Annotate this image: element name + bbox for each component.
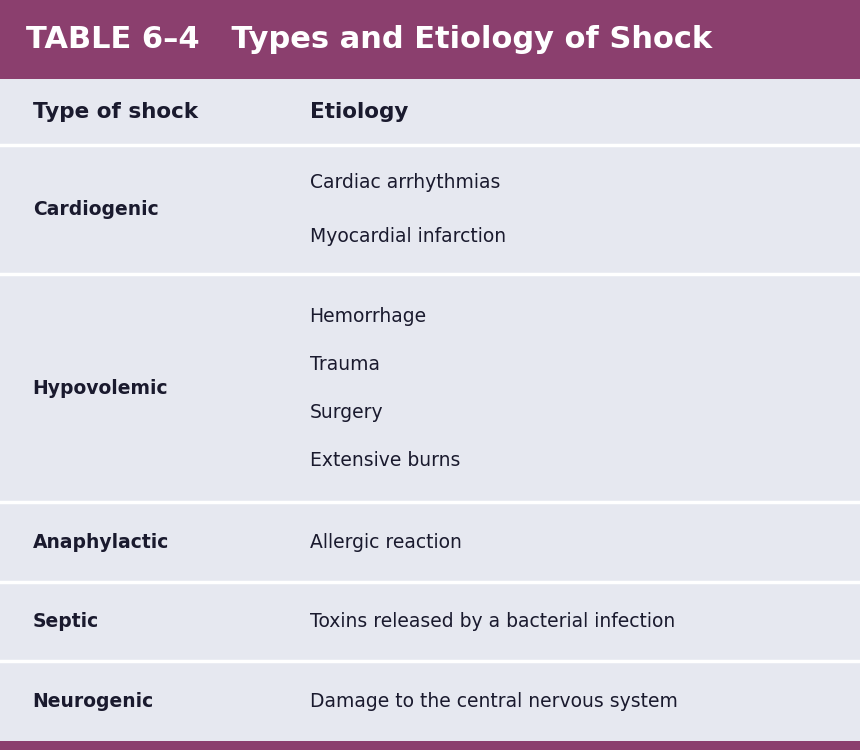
Text: Trauma: Trauma <box>310 355 379 374</box>
Text: Septic: Septic <box>33 612 99 632</box>
Text: Etiology: Etiology <box>310 102 408 122</box>
Text: Damage to the central nervous system: Damage to the central nervous system <box>310 692 678 711</box>
Text: Neurogenic: Neurogenic <box>33 692 154 711</box>
Text: Cardiogenic: Cardiogenic <box>33 200 158 219</box>
Text: Hemorrhage: Hemorrhage <box>310 307 427 326</box>
Text: Hypovolemic: Hypovolemic <box>33 379 169 398</box>
Bar <box>0 0 860 79</box>
Text: Anaphylactic: Anaphylactic <box>33 532 169 552</box>
Text: Allergic reaction: Allergic reaction <box>310 532 462 552</box>
Text: Toxins released by a bacterial infection: Toxins released by a bacterial infection <box>310 612 675 632</box>
Text: Cardiac arrhythmias: Cardiac arrhythmias <box>310 172 500 192</box>
Text: Type of shock: Type of shock <box>33 102 198 122</box>
Text: Extensive burns: Extensive burns <box>310 451 460 470</box>
Text: Surgery: Surgery <box>310 403 384 422</box>
Text: TABLE 6–4   Types and Etiology of Shock: TABLE 6–4 Types and Etiology of Shock <box>26 25 712 54</box>
Text: Myocardial infarction: Myocardial infarction <box>310 227 506 246</box>
Bar <box>0 741 860 750</box>
